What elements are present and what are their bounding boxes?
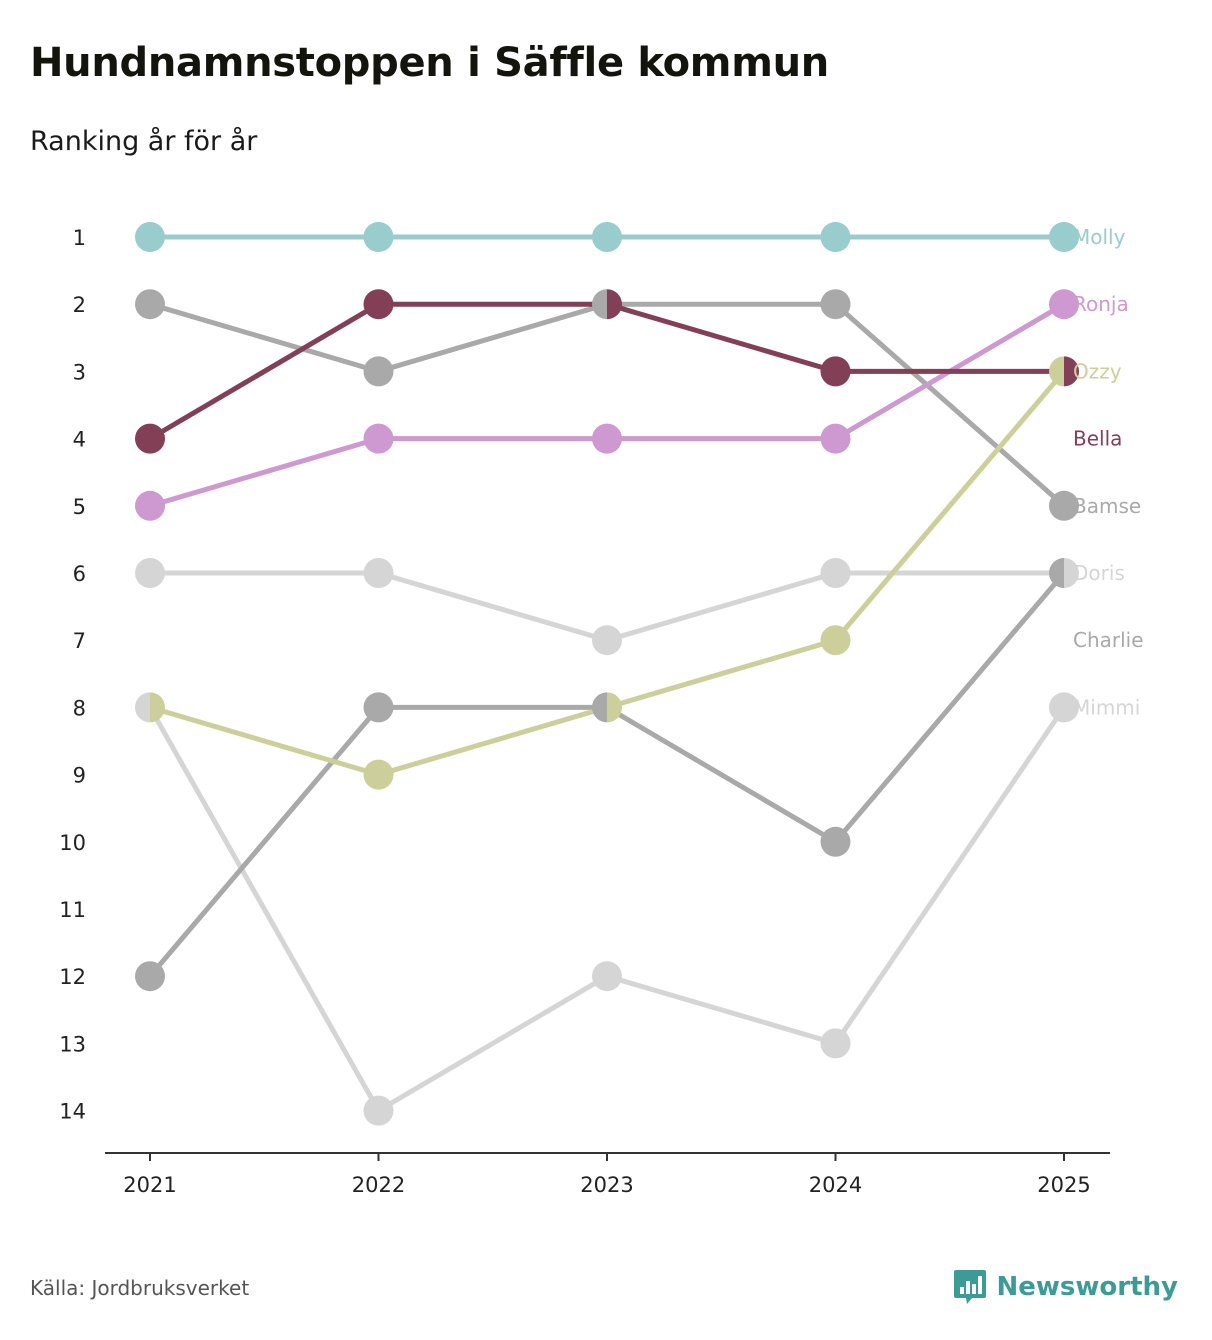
point-ronja-2025 — [1049, 289, 1079, 320]
chart-title: Hundnamnstoppen i Säffle kommun — [30, 40, 829, 86]
point-charlie-2022 — [363, 692, 394, 723]
point-charlie-2021 — [135, 961, 165, 992]
y-tick-label-2: 2 — [73, 293, 86, 317]
y-tick-label-7: 7 — [73, 629, 86, 653]
point-bella-2021 — [135, 423, 165, 454]
y-tick-label-12: 12 — [59, 965, 86, 989]
point-molly-2024 — [820, 222, 851, 252]
point-molly-2022 — [363, 222, 394, 252]
point-mimmi-2021 — [135, 692, 150, 723]
point-mimmi-2025 — [1049, 692, 1079, 723]
point-bella-2023 — [607, 289, 622, 320]
end-label-ozzy: Ozzy — [1073, 359, 1122, 383]
series-doris — [135, 558, 1064, 656]
point-bamse-2024 — [820, 289, 851, 320]
series-bamse — [135, 289, 1079, 521]
y-tick-label-9: 9 — [73, 764, 86, 788]
end-label-molly: Molly — [1073, 225, 1126, 249]
point-bamse-2025 — [1049, 490, 1079, 521]
series-line-ronja — [149, 302, 1066, 509]
source-note: Källa: Jordbruksverket — [30, 1276, 250, 1300]
point-ronja-2024 — [820, 423, 851, 454]
point-bamse-2022 — [363, 356, 394, 387]
series-line-bamse — [149, 301, 1066, 508]
x-tick-label-2023: 2023 — [580, 1173, 633, 1197]
point-ronja-2023 — [592, 423, 622, 454]
x-tick-label-2022: 2022 — [352, 1173, 405, 1197]
y-tick-label-13: 13 — [59, 1032, 86, 1056]
end-label-mimmi: Mimmi — [1073, 695, 1140, 719]
point-bamse-2023 — [592, 289, 607, 320]
series-ronja — [135, 289, 1079, 521]
point-ozzy-2025 — [1049, 356, 1064, 387]
series-line-mimmi — [147, 705, 1067, 1114]
point-doris-2023 — [592, 625, 622, 656]
point-ronja-2022 — [363, 423, 394, 454]
point-mimmi-2022 — [363, 1095, 394, 1126]
end-label-bella: Bella — [1073, 427, 1122, 451]
point-charlie-2025 — [1049, 558, 1064, 588]
point-doris-2022 — [363, 558, 394, 588]
end-label-ronja: Ronja — [1073, 292, 1129, 316]
point-charlie-2024 — [820, 826, 851, 857]
point-ozzy-2023 — [607, 692, 622, 723]
point-doris-2025 — [1064, 558, 1079, 588]
point-molly-2021 — [135, 222, 165, 252]
bar-chart-icon — [953, 1270, 986, 1304]
point-ozzy-2024 — [820, 625, 851, 656]
point-bella-2024 — [820, 356, 851, 387]
y-tick-label-6: 6 — [73, 562, 86, 586]
point-bella-2022 — [363, 289, 394, 320]
series-line-bella — [148, 301, 1064, 441]
x-tick-label-2024: 2024 — [809, 1173, 862, 1197]
point-bamse-2021 — [135, 289, 165, 320]
x-tick-label-2025: 2025 — [1037, 1173, 1090, 1197]
y-tick-label-14: 14 — [59, 1100, 86, 1124]
y-tick-label-3: 3 — [73, 360, 86, 384]
x-tick-label-2021: 2021 — [123, 1173, 176, 1197]
point-ozzy-2022 — [363, 759, 394, 790]
point-doris-2021 — [135, 558, 165, 588]
brand-name: Newsworthy — [996, 1272, 1178, 1302]
end-label-bamse: Bamse — [1073, 494, 1141, 518]
y-tick-label-4: 4 — [73, 428, 86, 452]
point-bella-2025 — [1064, 356, 1079, 387]
point-mimmi-2023 — [592, 961, 622, 992]
y-tick-label-8: 8 — [73, 696, 86, 720]
y-tick-label-5: 5 — [73, 495, 86, 519]
y-tick-label-10: 10 — [59, 831, 86, 855]
y-tick-label-1: 1 — [73, 226, 86, 250]
point-ronja-2021 — [135, 490, 165, 521]
point-mimmi-2024 — [820, 1028, 851, 1059]
point-doris-2024 — [820, 558, 851, 588]
chart-subtitle: Ranking år för år — [30, 126, 258, 157]
series-mimmi — [147, 692, 1079, 1126]
end-label-doris: Doris — [1073, 561, 1125, 585]
point-charlie-2023 — [592, 692, 607, 723]
point-ozzy-2021 — [150, 692, 166, 723]
y-tick-label-11: 11 — [59, 898, 86, 922]
series-molly — [135, 222, 1079, 252]
end-label-charlie: Charlie — [1073, 628, 1144, 652]
point-molly-2023 — [592, 222, 622, 252]
brand-logo[interactable]: Newsworthy — [953, 1268, 1178, 1306]
point-molly-2025 — [1049, 222, 1079, 252]
